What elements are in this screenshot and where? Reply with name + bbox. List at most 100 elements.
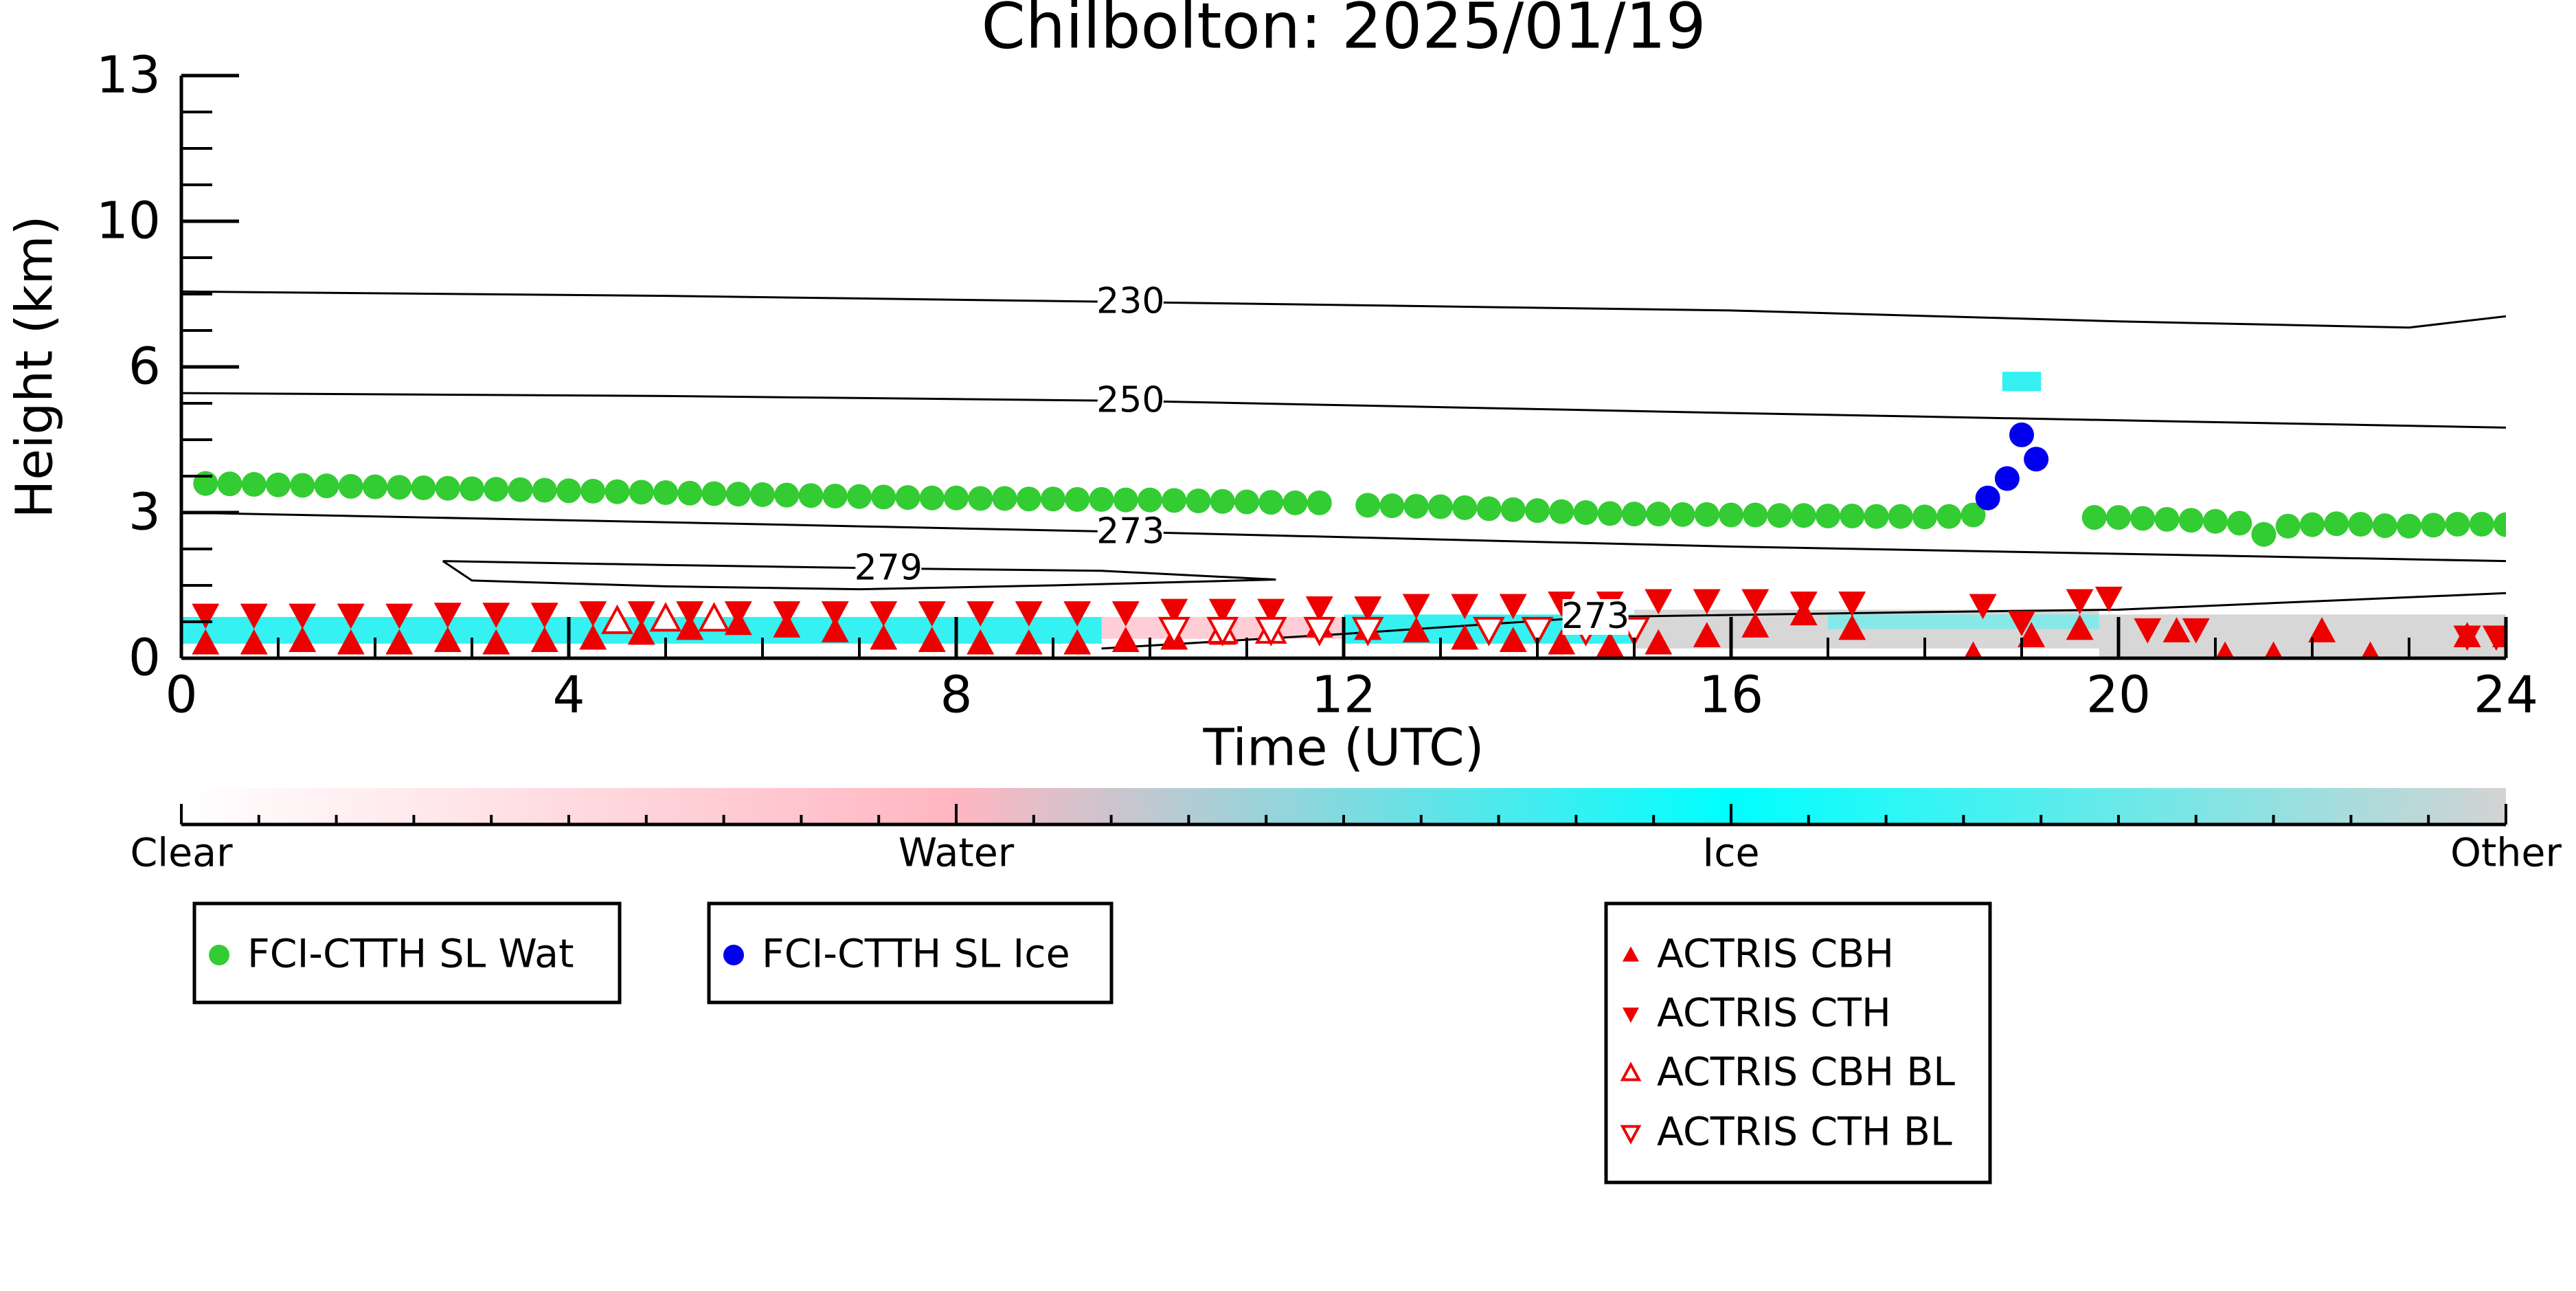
point [556, 478, 581, 504]
point [1138, 487, 1162, 513]
point [750, 482, 775, 507]
contour-label-bg [1097, 383, 1164, 419]
point [1015, 629, 1043, 655]
point [1622, 502, 1647, 527]
point [1623, 1007, 1639, 1023]
point [2178, 508, 2204, 533]
point [1258, 490, 1284, 515]
contour-line [181, 392, 2506, 429]
point [579, 624, 607, 650]
point [508, 477, 533, 502]
point [1186, 489, 1211, 514]
point [1994, 466, 2020, 491]
point [1303, 616, 1336, 647]
point [2308, 617, 2336, 642]
contour-line [181, 290, 2506, 329]
point [605, 479, 630, 504]
point [1500, 497, 1526, 522]
point [1693, 622, 1721, 647]
point [1402, 594, 1430, 620]
point [1210, 489, 1235, 514]
legend-box [1604, 901, 1992, 1185]
point [2251, 521, 2276, 547]
x-tick-label: 16 [1699, 666, 1763, 725]
point [1912, 504, 1937, 530]
point [241, 472, 267, 497]
point [2324, 511, 2349, 537]
contour-label: 230 [1096, 281, 1164, 322]
point [2445, 511, 2470, 537]
point [1888, 504, 1913, 529]
contour-label: 250 [1096, 379, 1164, 420]
point [289, 627, 317, 653]
point [1254, 616, 1287, 647]
plot-area: 230 250 273 279 273 [181, 281, 2506, 658]
point [387, 475, 412, 500]
point [1597, 501, 1623, 526]
point [314, 473, 339, 499]
point [337, 629, 365, 655]
point [1113, 487, 1138, 513]
point [1789, 591, 1818, 617]
contour-line [1101, 592, 2506, 650]
point [918, 627, 946, 653]
point [1816, 503, 1840, 528]
point [967, 629, 995, 655]
point [1428, 494, 1453, 519]
point [1206, 616, 1239, 647]
point [1719, 502, 1743, 528]
point [2264, 641, 2283, 658]
point [411, 475, 436, 500]
point [919, 485, 945, 510]
legend-label: ACTRIS CTH BL [1657, 1110, 1952, 1155]
point [484, 477, 509, 502]
point [1111, 601, 1140, 627]
point [1646, 502, 1671, 527]
point [676, 614, 704, 640]
point [1838, 614, 1866, 640]
point [1307, 490, 1332, 515]
point [1157, 616, 1190, 647]
point [1623, 946, 1639, 962]
point [192, 603, 220, 629]
point [2348, 511, 2373, 537]
point [435, 475, 460, 501]
point [363, 474, 387, 499]
point [2372, 513, 2397, 539]
point [2134, 618, 2162, 644]
point [460, 476, 484, 502]
point [601, 604, 633, 634]
point [895, 485, 920, 510]
point [2494, 512, 2506, 537]
colorbar-label: Water [899, 831, 1015, 876]
point [1162, 488, 1187, 513]
point [289, 603, 317, 629]
point [337, 603, 365, 629]
point [1975, 485, 2000, 510]
point [1620, 1125, 1642, 1145]
contour-label: 273 [1096, 510, 1164, 552]
point [701, 481, 727, 506]
point [1476, 496, 1502, 521]
point [2066, 614, 2094, 640]
point [1065, 486, 1090, 512]
point [1864, 504, 1889, 529]
point [1961, 502, 1986, 528]
x-tick-label: 0 [165, 666, 197, 725]
point [1351, 616, 1384, 647]
point [1645, 589, 1673, 615]
contour-label-bg [1562, 598, 1629, 635]
legend-label: FCI-CTTH SL Ice [762, 932, 1070, 977]
point [1693, 589, 1721, 615]
x-axis-label: Time (UTC) [1202, 719, 1484, 778]
legend-box [192, 901, 622, 1004]
point [798, 483, 824, 508]
point [240, 629, 268, 655]
point [2275, 513, 2301, 539]
y-tick-label: 0 [128, 629, 161, 688]
point [1840, 503, 1865, 528]
x-tick-label: 12 [1311, 666, 1376, 725]
contour-label: 279 [855, 547, 923, 588]
point [1521, 616, 1554, 647]
point [627, 601, 655, 627]
